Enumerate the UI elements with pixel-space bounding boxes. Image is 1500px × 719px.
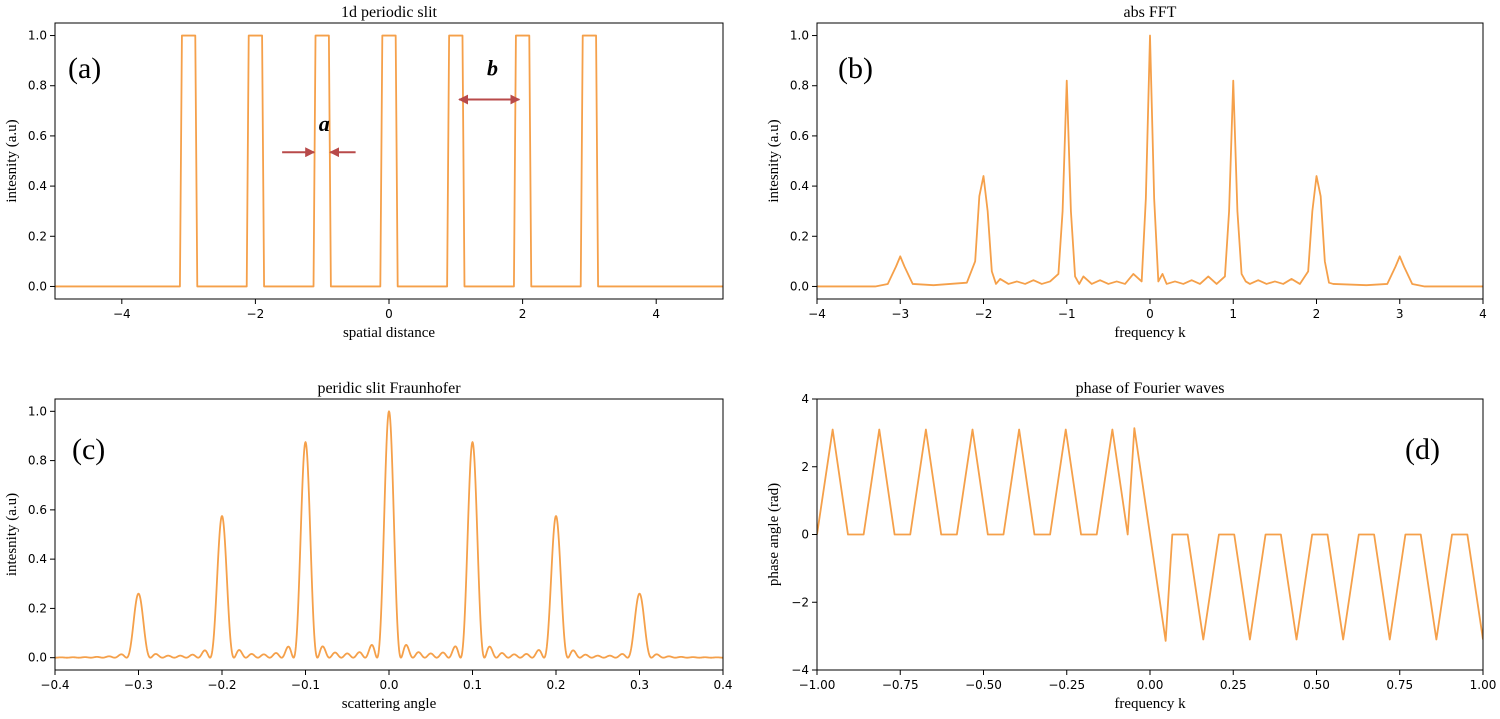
y-axis-label: intesnity (a.u) bbox=[4, 119, 20, 202]
panel-a: 1d periodic slit −4 −2 0 2 4 0.0 0.2 0.4 0.6 0.8 1.… bbox=[4, 4, 724, 341]
y-axis-label: phase angle (rad) bbox=[766, 483, 782, 586]
x-tick-label: −0.50 bbox=[965, 678, 1002, 692]
y-axis-label: intesnity (a.u) bbox=[4, 493, 20, 576]
y-tick-label: −2 bbox=[791, 595, 809, 609]
x-tick-label: −1 bbox=[1058, 307, 1076, 321]
x-tick-label: −2 bbox=[247, 307, 265, 321]
y-tick-label: 0.4 bbox=[28, 179, 47, 193]
annotation-b: b bbox=[487, 56, 498, 81]
x-tick-label: −0.75 bbox=[882, 678, 919, 692]
y-tick-label: 1.0 bbox=[790, 29, 809, 43]
x-tick-label: −0.1 bbox=[291, 678, 320, 692]
y-tick-label: 0.0 bbox=[28, 279, 47, 293]
x-tick-label: 0.2 bbox=[546, 678, 565, 692]
x-tick-label: 4 bbox=[652, 307, 660, 321]
y-tick-label: 0.8 bbox=[28, 79, 47, 93]
plot-frame bbox=[816, 22, 1484, 300]
panel-label: (c) bbox=[72, 433, 105, 466]
x-axis-label: spatial distance bbox=[343, 325, 435, 341]
x-tick-label: 0 bbox=[1146, 307, 1154, 321]
y-tick-label: 1.0 bbox=[28, 29, 47, 43]
x-tick-label: 0.75 bbox=[1386, 678, 1413, 692]
x-tick-label: −2 bbox=[975, 307, 993, 321]
y-tick-label: 0.0 bbox=[790, 279, 809, 293]
plot-title: abs FFT bbox=[1124, 4, 1177, 21]
data-line bbox=[817, 34, 1483, 288]
y-tick-label: 0.6 bbox=[28, 129, 47, 143]
panel-c: peridic slit Fraunhofer −0.4 −0.3 −0.2 −0.1 0… bbox=[4, 380, 733, 712]
x-tick-label: 4 bbox=[1479, 307, 1487, 321]
plot-title: peridic slit Fraunhofer bbox=[317, 380, 461, 397]
data-line bbox=[55, 34, 723, 288]
x-tick-label: −4 bbox=[808, 307, 826, 321]
y-tick-label: −4 bbox=[791, 663, 809, 677]
y-tick-label: 0.8 bbox=[28, 454, 47, 468]
y-tick-label: 0.8 bbox=[790, 79, 809, 93]
plot-frame bbox=[54, 398, 724, 671]
panel-label: (d) bbox=[1405, 433, 1440, 466]
y-tick-label: 2 bbox=[801, 460, 809, 474]
x-tick-label: 0.00 bbox=[1137, 678, 1164, 692]
x-tick-label: −4 bbox=[113, 307, 131, 321]
panel-label: (a) bbox=[68, 52, 101, 85]
y-axis-label: intesnity (a.u) bbox=[766, 119, 782, 202]
panel-d: phase of Fourier waves −1.00 −0.75 −0.50 −0.… bbox=[766, 380, 1496, 712]
y-tick-label: 1.0 bbox=[28, 404, 47, 418]
x-tick-label: 0.4 bbox=[713, 678, 732, 692]
y-tick-label: 0.0 bbox=[28, 651, 47, 665]
x-tick-label: 0.50 bbox=[1303, 678, 1330, 692]
x-tick-label: 2 bbox=[519, 307, 527, 321]
x-tick-label: 0.3 bbox=[630, 678, 649, 692]
x-tick-label: −0.4 bbox=[40, 678, 69, 692]
x-tick-label: 0 bbox=[385, 307, 393, 321]
x-tick-label: −0.3 bbox=[124, 678, 153, 692]
x-tick-label: −0.25 bbox=[1048, 678, 1085, 692]
x-tick-label: 0.1 bbox=[463, 678, 482, 692]
x-tick-label: 2 bbox=[1313, 307, 1321, 321]
plot-frame bbox=[816, 398, 1484, 671]
y-tick-label: 4 bbox=[801, 392, 809, 406]
data-line bbox=[55, 410, 723, 659]
x-tick-label: −3 bbox=[891, 307, 909, 321]
y-tick-label: 0.2 bbox=[28, 229, 47, 243]
x-tick-label: 3 bbox=[1396, 307, 1404, 321]
x-axis-label: frequency k bbox=[1114, 696, 1186, 712]
plot-title: phase of Fourier waves bbox=[1076, 380, 1225, 397]
x-tick-label: 1.00 bbox=[1470, 678, 1497, 692]
y-tick-label: 0.4 bbox=[28, 552, 47, 566]
panel-label: (b) bbox=[838, 52, 873, 85]
plot-frame bbox=[54, 22, 724, 300]
annotation-a: a bbox=[319, 111, 330, 136]
plot-title: 1d periodic slit bbox=[341, 4, 438, 21]
x-tick-label: 0.25 bbox=[1220, 678, 1247, 692]
x-tick-label: 0.0 bbox=[379, 678, 398, 692]
x-axis-label: frequency k bbox=[1114, 325, 1186, 341]
data-line bbox=[817, 427, 1483, 642]
y-tick-label: 0.4 bbox=[790, 179, 809, 193]
x-tick-label: −1.00 bbox=[799, 678, 836, 692]
x-tick-label: −0.2 bbox=[207, 678, 236, 692]
x-tick-label: 1 bbox=[1229, 307, 1237, 321]
y-tick-label: 0.6 bbox=[28, 503, 47, 517]
y-tick-label: 0 bbox=[801, 528, 809, 542]
x-axis-label: scattering angle bbox=[342, 696, 437, 712]
y-tick-label: 0.6 bbox=[790, 129, 809, 143]
y-tick-label: 0.2 bbox=[28, 601, 47, 615]
y-tick-label: 0.2 bbox=[790, 229, 809, 243]
panel-b: abs FFT −4 −3 −2 −1 0 1 2 3 4 0.0 0.2 0.4 0.6 0.8 1.0 fr… bbox=[766, 4, 1487, 341]
